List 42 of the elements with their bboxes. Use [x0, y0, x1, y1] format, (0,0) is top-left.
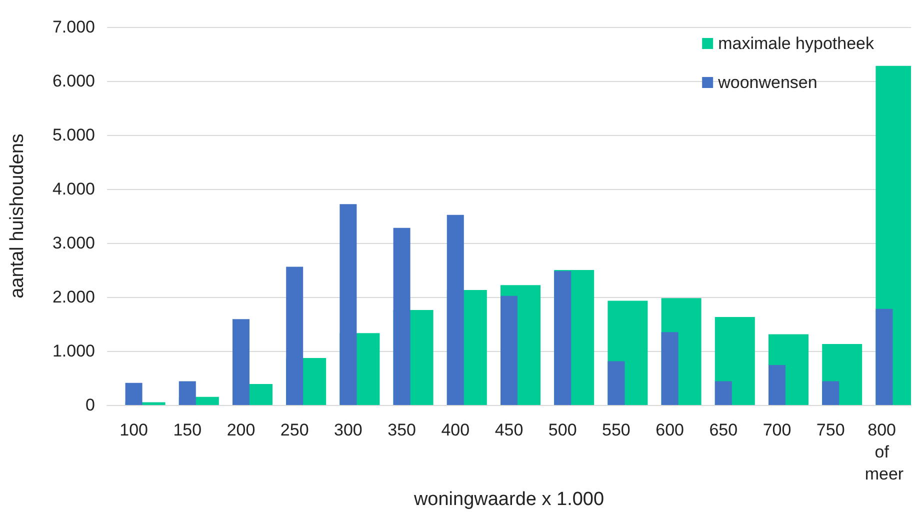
bar [608, 361, 625, 405]
bar [500, 296, 518, 405]
bar [768, 365, 786, 405]
x-tick-label: 700 [762, 420, 792, 440]
bar [286, 266, 304, 405]
y-tick-label: 4.000 [52, 180, 95, 198]
x-tick-label: 400 [441, 420, 470, 440]
legend-label: woonwensen [717, 73, 818, 92]
y-tick-label: 5.000 [52, 126, 95, 144]
y-tick-label: 7.000 [52, 18, 95, 36]
bar [232, 319, 250, 405]
bar [661, 332, 678, 405]
bar [125, 382, 142, 405]
x-tick-label: 800 of meer [864, 420, 904, 484]
x-tick-label: 200 [226, 420, 256, 440]
bar [446, 214, 464, 405]
bar [178, 381, 196, 405]
x-tick-label: 300 [334, 420, 362, 440]
bar [554, 271, 572, 405]
y-tick-label: 2.000 [52, 288, 95, 306]
legend-label: maximale hypotheek [718, 34, 874, 53]
x-tick-label: 450 [494, 420, 524, 440]
x-tick-label: 600 [656, 420, 684, 440]
bar [876, 308, 893, 405]
y-axis-title: aantal huishoudens [7, 134, 28, 298]
bar [714, 381, 732, 405]
x-tick-label: 350 [388, 420, 416, 440]
bar [822, 381, 840, 405]
x-tick-label: 750 [816, 420, 845, 440]
x-tick-label: 100 [120, 420, 148, 440]
x-tick-label: 250 [280, 420, 309, 440]
bar [340, 204, 357, 405]
y-tick-label: 6.000 [52, 72, 95, 90]
y-tick-label: 1.000 [52, 342, 95, 360]
bar [393, 228, 410, 405]
x-tick-label: 550 [602, 420, 630, 440]
x-tick-label: 150 [173, 420, 202, 440]
x-tick-label: 650 [709, 420, 738, 440]
x-axis-title: woningwaarde x 1.000 [412, 489, 604, 510]
y-tick-label: 3.000 [52, 234, 95, 252]
y-tick-label: 0 [86, 396, 95, 414]
x-tick-label: 500 [548, 420, 577, 440]
